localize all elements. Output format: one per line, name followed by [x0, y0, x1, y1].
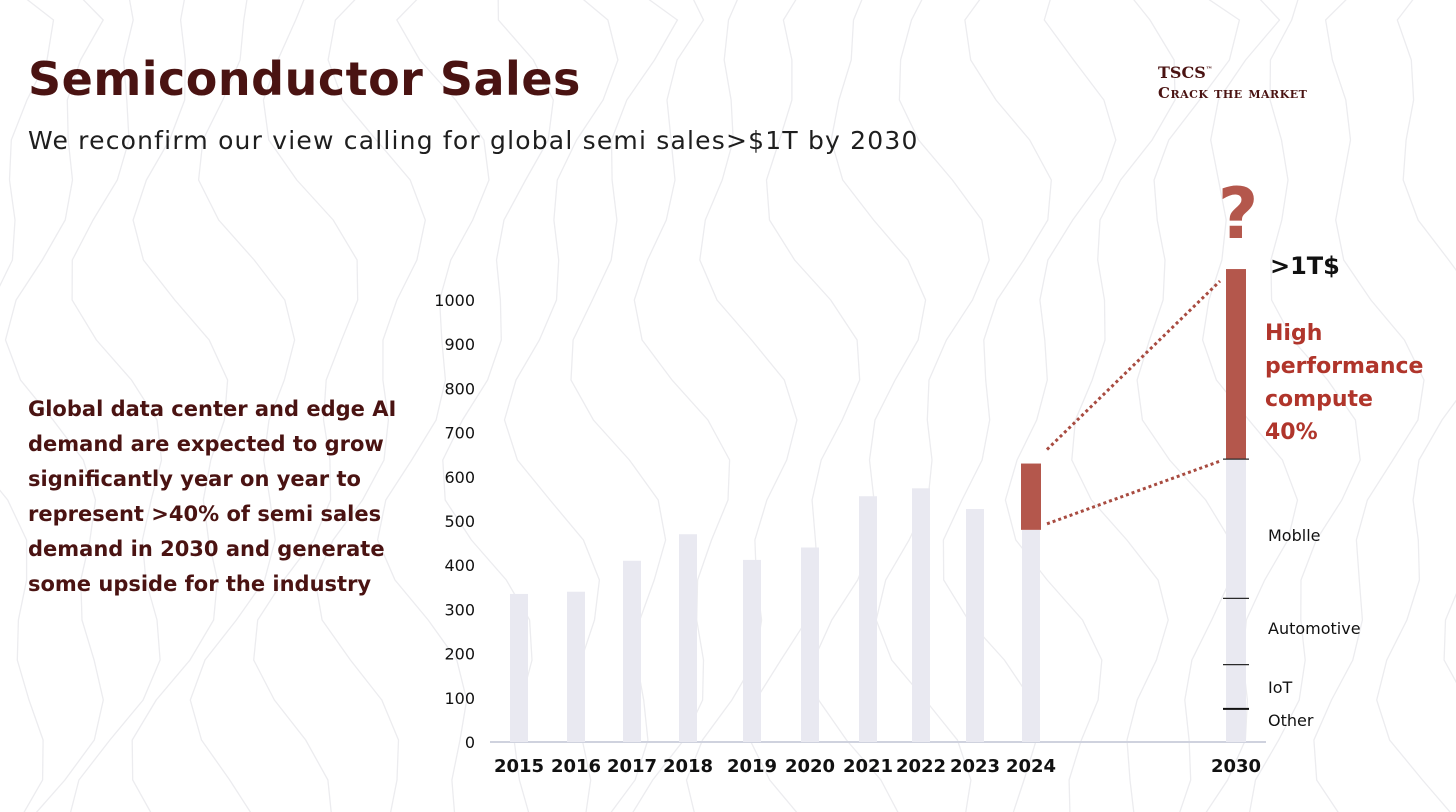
contour-line: [875, 0, 990, 812]
total-2030-label: >1T$: [1270, 252, 1340, 280]
y-tick-label: 800: [444, 379, 475, 398]
x-tick-label: 2018: [663, 756, 713, 777]
segment-label-hpc-line: 40%: [1265, 420, 1318, 445]
segment-label-other: Other: [1268, 711, 1314, 730]
bar-2030-segment-iot: [1226, 664, 1246, 709]
bar-2016: [567, 591, 585, 742]
segment-label-iot: IoT: [1268, 678, 1293, 697]
contour-line: [69, 0, 163, 812]
contour-line: [1443, 593, 1456, 684]
bar-2030-segment-moblle: [1226, 459, 1246, 599]
contour-line: [942, 0, 1052, 812]
y-tick-label: 400: [444, 556, 475, 575]
segment-label-moblle: Moblle: [1268, 526, 1320, 545]
commentary-text: Global data center and edge AI demand ar…: [28, 397, 397, 596]
contour-line: [632, 0, 731, 812]
segment-label-hpc-line: High: [1265, 321, 1322, 346]
connector-line-bottom: [1046, 459, 1221, 526]
y-tick-label: 600: [444, 468, 475, 487]
y-tick-label: 500: [444, 512, 475, 531]
contour-line: [1136, 0, 1241, 812]
segment-label-automotive: Automotive: [1268, 619, 1361, 638]
x-tick-label: 2016: [551, 756, 601, 777]
bar-2024-hpc-highlight: [1021, 463, 1041, 530]
contour-line: [131, 0, 229, 812]
x-tick-label: 2015: [494, 756, 544, 777]
contour-line: [314, 0, 426, 812]
segment-label-hpc: High performance compute 40%: [1265, 321, 1423, 445]
brand-logo: TSCS™ Crack the market: [1158, 63, 1307, 102]
bar-2015: [510, 593, 528, 742]
page-title: Semiconductor Sales: [28, 52, 581, 106]
bar-2030-segment-automotive: [1226, 598, 1246, 665]
x-tick-label: 2021: [843, 756, 893, 777]
bar-2030-segment-hpc: [1226, 269, 1246, 460]
bar-2022: [912, 488, 930, 742]
bar-2018: [679, 534, 697, 742]
y-tick-label: 0: [465, 733, 475, 752]
y-tick-label: 900: [444, 335, 475, 354]
x-tick-label: 2023: [950, 756, 1000, 777]
bar-2023: [966, 509, 984, 742]
y-tick-label: 1000: [434, 291, 475, 310]
bar-2020: [801, 547, 819, 742]
contour-line: [1004, 0, 1117, 812]
bar-2030-segment-other: [1226, 708, 1246, 742]
brand-tagline: Crack the market: [1158, 84, 1308, 102]
contour-line: [253, 0, 359, 812]
x-tick-label: 2024: [1006, 756, 1056, 777]
bar-2024: [1022, 529, 1040, 742]
segment-label-hpc-line: performance: [1265, 354, 1423, 379]
contour-line: [0, 0, 55, 812]
connector-line-top: [1045, 279, 1222, 451]
y-tick-label: 700: [444, 424, 475, 443]
x-tick-label-2030: 2030: [1211, 756, 1261, 777]
question-mark-icon: ?: [1218, 173, 1259, 255]
bar-2019: [743, 559, 761, 742]
contour-line: [4, 0, 105, 812]
x-tick-label: 2020: [785, 756, 835, 777]
contour-line: [1313, 0, 1425, 812]
contour-line: [1376, 0, 1456, 812]
contour-line: [1071, 0, 1176, 812]
contour-line: [376, 0, 490, 812]
contour-line: [749, 0, 861, 812]
y-tick-label: 200: [444, 645, 475, 664]
x-tick-label: 2017: [607, 756, 657, 777]
contour-line: [189, 0, 296, 812]
x-tick-label: 2019: [727, 756, 777, 777]
contour-line: [1248, 0, 1361, 812]
brand-name: TSCS: [1158, 63, 1206, 82]
bar-2017: [623, 560, 641, 742]
y-tick-label: 300: [444, 600, 475, 619]
segment-label-hpc-line: compute: [1265, 387, 1373, 412]
y-tick-label: 100: [444, 689, 475, 708]
x-tick-label: 2022: [896, 756, 946, 777]
page-subtitle: We reconfirm our view calling for global…: [28, 126, 919, 155]
bar-2021: [859, 496, 877, 742]
brand-trademark: ™: [1205, 64, 1213, 74]
